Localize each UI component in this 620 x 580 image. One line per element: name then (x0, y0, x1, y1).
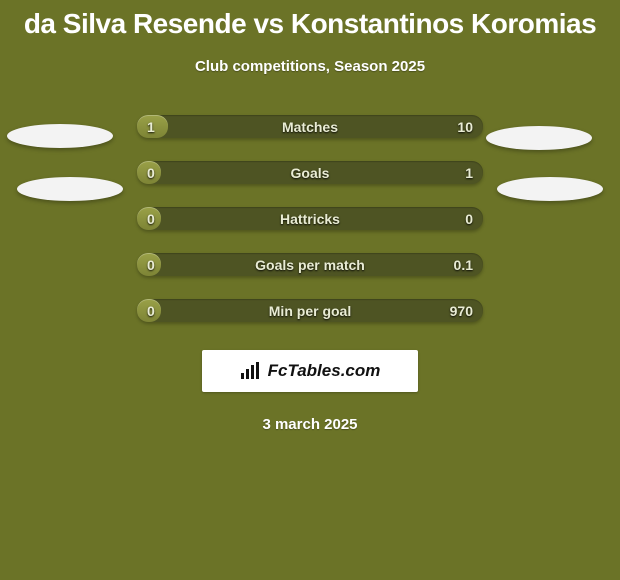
stat-left-value: 0 (147, 257, 155, 273)
date-text: 3 march 2025 (0, 416, 620, 433)
stat-label: Hattricks (280, 211, 340, 227)
stat-label: Matches (282, 119, 338, 135)
stat-left-value: 1 (147, 119, 155, 135)
stat-bar: 0 Goals per match 0.1 (137, 253, 483, 276)
stat-right-value: 1 (465, 165, 473, 181)
stat-label: Goals (291, 165, 330, 181)
stat-right-value: 0.1 (454, 257, 473, 273)
stat-bar: 0 Goals 1 (137, 161, 483, 184)
stat-right-value: 970 (450, 303, 473, 319)
decor-ellipse (7, 124, 113, 148)
brand-box: FcTables.com (202, 350, 418, 392)
subtitle: Club competitions, Season 2025 (0, 58, 620, 75)
bars-icon (240, 362, 262, 380)
brand-text: FcTables.com (268, 361, 381, 381)
stat-left-value: 0 (147, 211, 155, 227)
stat-label: Goals per match (255, 257, 365, 273)
stat-left-value: 0 (147, 165, 155, 181)
stat-bar: 0 Min per goal 970 (137, 299, 483, 322)
page-title: da Silva Resende vs Konstantinos Koromia… (0, 0, 620, 40)
stat-right-value: 0 (465, 211, 473, 227)
stat-right-value: 10 (457, 119, 473, 135)
decor-ellipse (17, 177, 123, 201)
stat-bar: 1 Matches 10 (137, 115, 483, 138)
stat-bar: 0 Hattricks 0 (137, 207, 483, 230)
decor-ellipse (486, 126, 592, 150)
decor-ellipse (497, 177, 603, 201)
stat-label: Min per goal (269, 303, 351, 319)
stat-left-value: 0 (147, 303, 155, 319)
